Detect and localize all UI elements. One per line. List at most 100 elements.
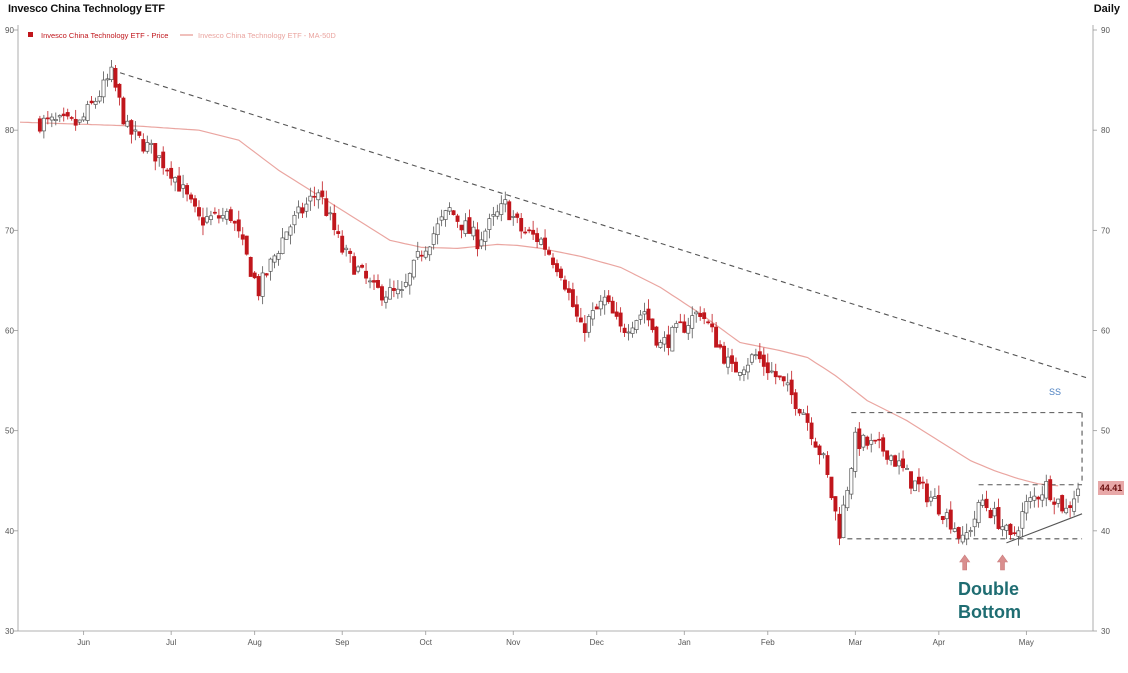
candle-body: [1028, 497, 1033, 502]
candle: [909, 471, 913, 495]
candle-body: [308, 195, 313, 202]
candle-body: [133, 129, 138, 132]
candle: [93, 97, 98, 109]
candle-body: [141, 139, 146, 152]
candle-body: [1056, 498, 1061, 504]
candle: [240, 227, 245, 246]
candle: [638, 309, 643, 325]
candle-body: [511, 216, 516, 218]
candle: [336, 224, 341, 238]
candle: [193, 195, 197, 213]
candle-body: [1016, 530, 1021, 537]
candle-body: [53, 119, 58, 121]
candle-body: [976, 502, 981, 524]
candle: [65, 108, 70, 120]
candle-body: [1020, 511, 1025, 529]
candles-layer: [37, 60, 1081, 546]
x-tick-label: Mar: [848, 638, 862, 647]
candle: [427, 246, 432, 262]
candle: [387, 278, 392, 300]
candle-body: [169, 167, 174, 179]
candle: [1048, 475, 1053, 502]
candle-body: [495, 211, 500, 217]
x-tick-label: Jun: [77, 638, 90, 647]
candle: [602, 290, 607, 315]
candle: [185, 182, 190, 202]
candle-body: [467, 217, 472, 234]
candle: [121, 96, 126, 125]
candle: [208, 210, 213, 226]
candle-body: [276, 253, 281, 260]
candle: [678, 313, 683, 324]
candle-body: [638, 314, 643, 320]
candle: [105, 73, 110, 87]
candle-body: [646, 308, 651, 321]
candle-body: [240, 234, 245, 240]
candle: [797, 408, 802, 417]
candle-body: [268, 258, 273, 272]
candle-body: [332, 212, 337, 231]
candle: [407, 272, 412, 295]
candle-body: [702, 312, 707, 319]
candle: [833, 496, 838, 521]
candle: [817, 444, 822, 465]
candle: [256, 273, 261, 301]
candle-body: [527, 229, 532, 232]
candle-body: [387, 287, 392, 300]
candle-body: [773, 371, 778, 378]
candle: [1040, 486, 1045, 508]
candle: [853, 427, 858, 478]
candle-body: [547, 250, 551, 255]
candle: [761, 347, 766, 376]
candle-body: [984, 498, 989, 509]
candle-body: [825, 455, 830, 475]
candle-body: [149, 142, 154, 145]
candle-body: [328, 212, 333, 215]
candle-body: [666, 334, 671, 348]
candle: [594, 303, 599, 310]
candle: [757, 343, 762, 363]
candle: [344, 244, 349, 257]
candle-body: [865, 436, 870, 446]
candle: [650, 318, 655, 333]
candle: [634, 319, 639, 334]
candle: [403, 273, 408, 289]
candle-body: [447, 207, 452, 212]
candle-body: [407, 273, 412, 286]
candle-body: [264, 273, 269, 276]
candle: [511, 210, 516, 226]
candle: [1000, 518, 1005, 537]
candle-body: [37, 118, 42, 132]
candle-body: [284, 231, 289, 240]
candle: [1056, 498, 1061, 508]
candle-body: [877, 438, 882, 441]
candle: [936, 485, 941, 517]
candle: [101, 71, 106, 104]
candle: [654, 325, 659, 348]
candle-body: [344, 247, 349, 251]
candle-body: [1008, 523, 1013, 536]
candle-body: [292, 214, 297, 226]
candle: [813, 437, 818, 448]
candle-body: [1032, 495, 1037, 501]
candle-body: [435, 223, 440, 236]
candle: [189, 192, 193, 204]
candle: [157, 155, 162, 167]
candle-body: [336, 231, 341, 234]
candle-body: [626, 331, 631, 334]
candle-body: [1044, 481, 1049, 499]
candle: [352, 252, 357, 275]
candle: [889, 454, 894, 466]
candle-body: [988, 509, 993, 519]
candle-body: [785, 382, 790, 386]
candle-body: [232, 220, 237, 224]
candle: [316, 189, 321, 209]
candle: [391, 280, 396, 298]
candle: [857, 422, 862, 456]
candle-body: [730, 355, 734, 364]
candle: [944, 508, 949, 528]
candle-body: [674, 323, 679, 328]
candle-body: [531, 229, 536, 235]
candle: [137, 131, 142, 138]
candle-body: [212, 211, 217, 214]
